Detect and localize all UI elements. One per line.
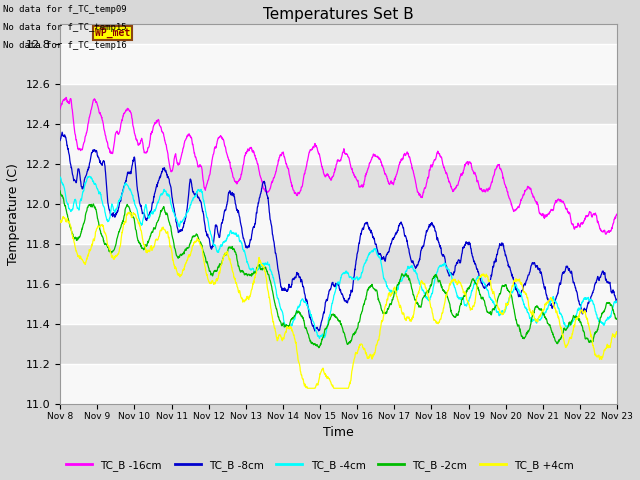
Bar xyxy=(60,45,617,84)
Legend: TC_B -16cm, TC_B -8cm, TC_B -4cm, TC_B -2cm, TC_B +4cm: TC_B -16cm, TC_B -8cm, TC_B -4cm, TC_B -… xyxy=(62,456,578,475)
Bar xyxy=(60,84,617,124)
Bar xyxy=(60,204,617,244)
Text: WP_met: WP_met xyxy=(95,28,130,38)
Bar xyxy=(60,364,617,404)
Y-axis label: Temperature (C): Temperature (C) xyxy=(7,164,20,265)
Title: Temperatures Set B: Temperatures Set B xyxy=(263,7,414,22)
Text: No data for f_TC_temp15: No data for f_TC_temp15 xyxy=(3,23,127,32)
Bar xyxy=(60,165,617,204)
Bar xyxy=(60,324,617,364)
X-axis label: Time: Time xyxy=(323,426,354,440)
Text: No data for f_TC_temp16: No data for f_TC_temp16 xyxy=(3,41,127,50)
Bar xyxy=(60,284,617,324)
Bar xyxy=(60,124,617,165)
Bar xyxy=(60,244,617,284)
Text: No data for f_TC_temp09: No data for f_TC_temp09 xyxy=(3,5,127,14)
